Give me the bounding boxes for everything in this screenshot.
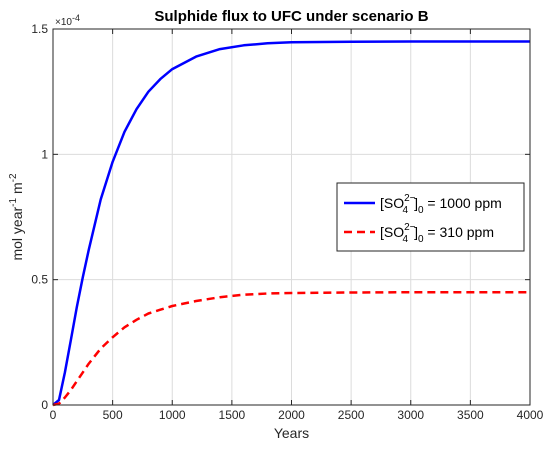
y-tick-label: 1 (41, 147, 48, 161)
legend-box (336, 182, 525, 252)
y-axis-ticks: 0 0.5 1 1.5 (31, 22, 530, 412)
x-tick-label: 4000 (517, 408, 544, 422)
data-series (52, 40, 530, 407)
x-tick-label: 2500 (338, 408, 365, 422)
y-tick-label: 1.5 (31, 22, 48, 36)
legend-entry-label: [SO2− 4]0 = 1000 ppm (380, 193, 502, 216)
legend: [SO2− 4]0 = 1000 ppm [SO2− 4]0 = 310 ppm (336, 182, 525, 252)
x-tick-label: 1000 (159, 408, 186, 422)
x-axis-ticks: 0 500 1000 1500 2000 2500 3000 3500 4000 (50, 29, 544, 422)
series-line (52, 290, 530, 407)
x-tick-label: 3000 (397, 408, 424, 422)
x-tick-label: 1500 (219, 408, 246, 422)
y-tick-label: 0 (41, 398, 48, 412)
y-axis-exponent: ×10-4 (55, 13, 80, 28)
x-tick-label: 500 (103, 408, 123, 422)
y-axis-label: mol year-1 m-2 (8, 173, 25, 260)
series-line (52, 40, 530, 406)
x-axis-label: Years (274, 425, 309, 441)
legend-entry-label: [SO2− 4]0 = 310 ppm (380, 222, 494, 245)
x-tick-label: 3500 (457, 408, 484, 422)
y-tick-label: 0.5 (31, 273, 48, 287)
chart-title: Sulphide flux to UFC under scenario B (154, 8, 428, 25)
x-tick-label: 2000 (278, 408, 305, 422)
x-tick-label: 0 (50, 408, 57, 422)
